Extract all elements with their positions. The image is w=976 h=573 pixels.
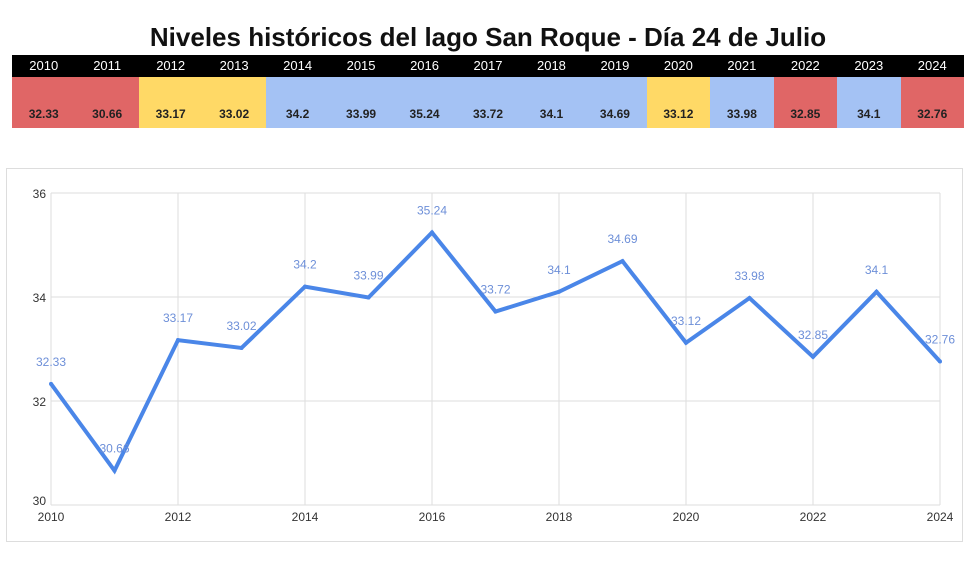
x-tick-label: 2012 [165, 510, 192, 524]
table-value-cell: 33.17 [138, 77, 203, 128]
x-tick-label: 2022 [800, 510, 827, 524]
data-label: 34.1 [547, 263, 571, 277]
table-year-header: 2018 [519, 55, 584, 77]
x-tick-label: 2024 [927, 510, 954, 524]
x-tick-label: 2020 [673, 510, 700, 524]
data-point [493, 309, 498, 314]
series-line [49, 229, 942, 475]
data-label: 32.76 [925, 332, 955, 346]
data-label: 33.72 [480, 283, 510, 297]
table-value-cell: 33.02 [202, 77, 266, 128]
data-point [112, 468, 117, 473]
data-point [620, 259, 625, 264]
data-label: 30.66 [99, 442, 129, 456]
data-point [176, 338, 180, 343]
data-point [49, 381, 53, 386]
table-value-cell: 33.72 [456, 77, 520, 128]
y-tick-label: 32 [33, 395, 47, 409]
data-label: 35.24 [417, 204, 447, 218]
table-year-header: 2019 [583, 55, 647, 77]
table-value-cell: 30.66 [75, 77, 139, 128]
data-point [239, 345, 244, 350]
table-value-cell: 33.99 [329, 77, 393, 128]
table-value-cell: 34.2 [265, 77, 330, 128]
y-tick-label: 34 [33, 291, 47, 305]
table-year-header: 2021 [710, 55, 774, 77]
data-point [366, 295, 371, 300]
table-year-header: 2013 [202, 55, 266, 77]
y-tick-label: 30 [33, 494, 47, 508]
data-label: 34.2 [293, 258, 317, 272]
y-tick-label: 36 [33, 187, 47, 201]
table-year-header: 2010 [12, 55, 76, 77]
data-point [557, 289, 561, 294]
data-label: 33.98 [734, 269, 764, 283]
data-label: 32.85 [798, 328, 828, 342]
data-label: 34.69 [607, 232, 637, 246]
table-year-header: 2016 [392, 55, 457, 77]
table-year-header: 2012 [138, 55, 203, 77]
table-year-header: 2023 [837, 55, 901, 77]
data-point [938, 359, 942, 364]
table-value-cell: 32.85 [773, 77, 838, 128]
levels-table: 2010 32.33 2011 30.66 2012 33.17 2013 33.02 2014… [12, 55, 964, 128]
data-label: 32.33 [36, 355, 66, 369]
x-tick-label: 2014 [292, 510, 319, 524]
data-point [303, 284, 307, 289]
x-tick-label: 2016 [419, 510, 446, 524]
data-point [747, 296, 752, 301]
x-tick-label: 2018 [546, 510, 573, 524]
data-label: 34.1 [865, 263, 889, 277]
data-label: 33.17 [163, 311, 193, 325]
table-year-header: 2017 [456, 55, 520, 77]
table-year-header: 2024 [900, 55, 964, 77]
table-value-cell: 35.24 [392, 77, 457, 128]
data-label: 33.02 [226, 319, 256, 333]
table-value-cell: 32.33 [12, 77, 76, 128]
table-value-cell: 34.69 [583, 77, 647, 128]
data-point [430, 230, 434, 235]
table-year-header: 2011 [75, 55, 139, 77]
data-label: 33.12 [671, 314, 701, 328]
table-value-cell: 34.1 [519, 77, 584, 128]
table-year-header: 2015 [329, 55, 393, 77]
data-point [811, 354, 815, 359]
page-title: Niveles históricos del lago San Roque - … [149, 22, 827, 52]
table-year-header: 2020 [646, 55, 711, 77]
table-value-cell: 33.12 [646, 77, 711, 128]
data-point [684, 340, 688, 345]
table-value-cell: 34.1 [837, 77, 901, 128]
chart-frame [6, 168, 963, 542]
x-tick-label: 2010 [38, 510, 65, 524]
table-value-cell: 33.98 [710, 77, 774, 128]
data-point [874, 289, 879, 294]
table-year-header: 2022 [773, 55, 838, 77]
data-label: 33.99 [353, 269, 383, 283]
table-year-header: 2014 [265, 55, 330, 77]
table-value-cell: 32.76 [900, 77, 964, 128]
